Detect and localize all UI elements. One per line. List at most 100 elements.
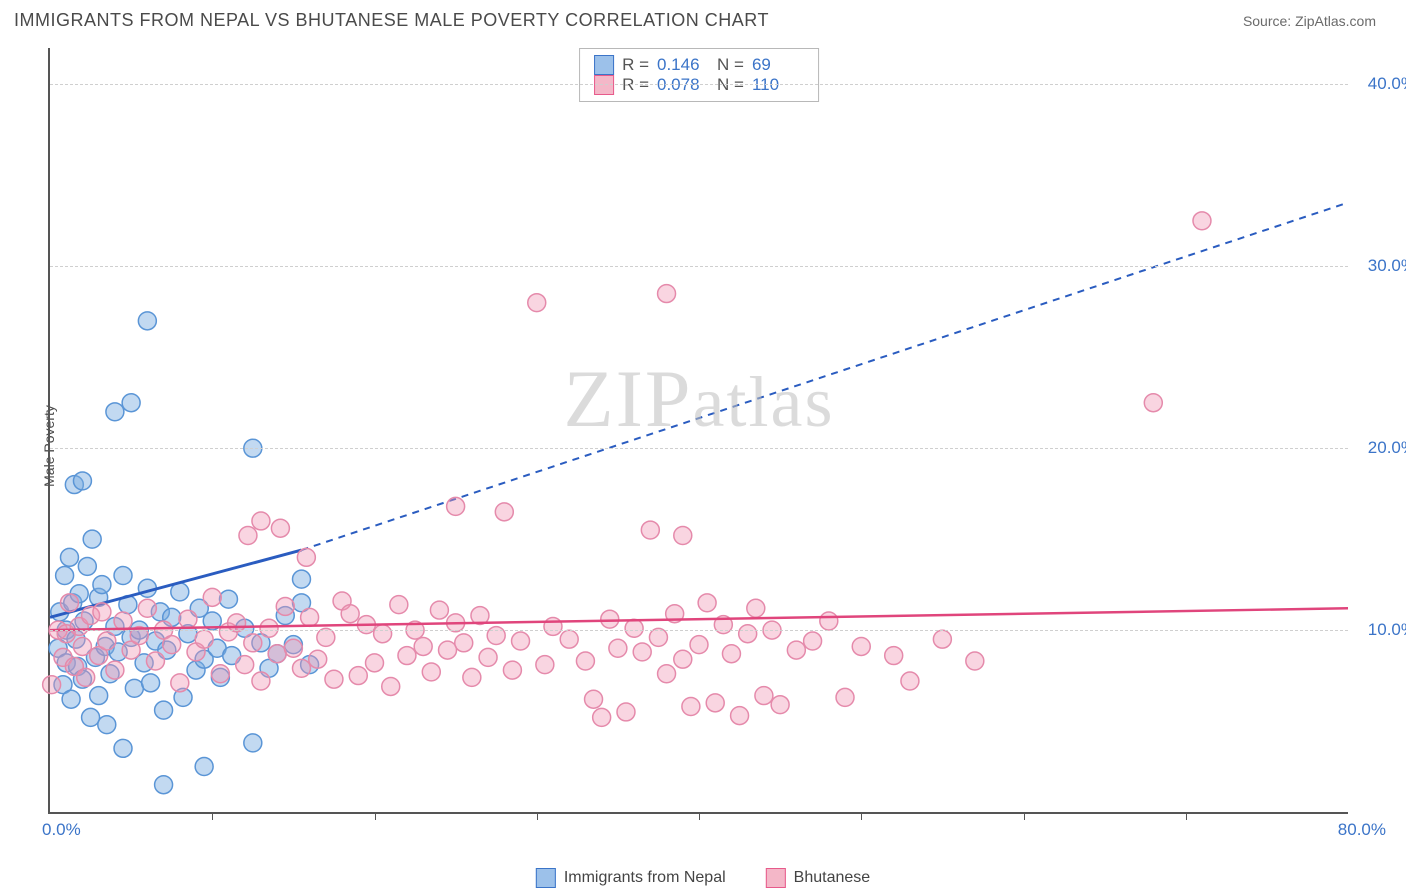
data-point	[966, 652, 984, 670]
legend-swatch	[766, 868, 786, 888]
x-tick-mark	[537, 812, 538, 820]
data-point	[390, 596, 408, 614]
data-point	[276, 597, 294, 615]
x-tick-mark	[1024, 812, 1025, 820]
n-label: N =	[717, 55, 744, 75]
chart-title: IMMIGRANTS FROM NEPAL VS BHUTANESE MALE …	[14, 10, 769, 31]
data-point	[528, 294, 546, 312]
x-tick-mark	[375, 812, 376, 820]
data-point	[698, 594, 716, 612]
data-point	[93, 603, 111, 621]
data-point	[439, 641, 457, 659]
data-point	[252, 512, 270, 530]
data-point	[211, 665, 229, 683]
legend-swatch	[536, 868, 556, 888]
scatter-svg	[50, 48, 1348, 812]
data-point	[309, 650, 327, 668]
data-point	[77, 668, 95, 686]
data-point	[73, 472, 91, 490]
data-point	[349, 667, 367, 685]
data-point	[171, 674, 189, 692]
data-point	[90, 687, 108, 705]
data-point	[495, 503, 513, 521]
data-point	[1144, 394, 1162, 412]
data-point	[601, 610, 619, 628]
y-tick-label: 40.0%	[1368, 74, 1406, 94]
data-point	[138, 312, 156, 330]
data-point	[804, 632, 822, 650]
grid-line	[50, 84, 1348, 85]
data-point	[297, 548, 315, 566]
data-point	[422, 663, 440, 681]
data-point	[933, 630, 951, 648]
data-point	[544, 617, 562, 635]
data-point	[268, 645, 286, 663]
data-point	[617, 703, 635, 721]
data-point	[771, 696, 789, 714]
data-point	[690, 636, 708, 654]
data-point	[236, 656, 254, 674]
data-point	[239, 527, 257, 545]
x-tick-mark	[699, 812, 700, 820]
y-tick-label: 10.0%	[1368, 620, 1406, 640]
data-point	[430, 601, 448, 619]
data-point	[83, 530, 101, 548]
data-point	[125, 679, 143, 697]
data-point	[155, 701, 173, 719]
data-point	[625, 619, 643, 637]
data-point	[163, 636, 181, 654]
data-point	[593, 708, 611, 726]
data-point	[463, 668, 481, 686]
data-point	[682, 698, 700, 716]
data-point	[114, 739, 132, 757]
data-point	[301, 608, 319, 626]
data-point	[293, 659, 311, 677]
data-point	[146, 652, 164, 670]
data-point	[585, 690, 603, 708]
data-point	[195, 758, 213, 776]
y-tick-label: 30.0%	[1368, 256, 1406, 276]
data-point	[455, 634, 473, 652]
data-point	[98, 716, 116, 734]
data-point	[62, 690, 80, 708]
data-point	[60, 548, 78, 566]
data-point	[447, 497, 465, 515]
data-point	[43, 676, 61, 694]
data-point	[138, 599, 156, 617]
data-point	[260, 619, 278, 637]
source-attribution: Source: ZipAtlas.com	[1243, 13, 1376, 29]
data-point	[658, 285, 676, 303]
data-point	[1193, 212, 1211, 230]
data-point	[755, 687, 773, 705]
data-point	[901, 672, 919, 690]
r-value: 0.146	[657, 55, 709, 75]
plot-container: Male Poverty ZIPatlas R =0.146N =69R =0.…	[48, 48, 1386, 844]
data-point	[78, 557, 96, 575]
grid-line	[50, 266, 1348, 267]
r-label: R =	[622, 55, 649, 75]
data-point	[747, 599, 765, 617]
data-point	[293, 570, 311, 588]
data-point	[82, 708, 100, 726]
data-point	[374, 625, 392, 643]
stats-legend-box: R =0.146N =69R =0.078N =110	[579, 48, 819, 102]
data-point	[560, 630, 578, 648]
y-tick-label: 20.0%	[1368, 438, 1406, 458]
data-point	[633, 643, 651, 661]
data-point	[114, 612, 132, 630]
data-point	[73, 637, 91, 655]
x-origin-label: 0.0%	[42, 820, 81, 840]
data-point	[284, 639, 302, 657]
data-point	[674, 650, 692, 668]
plot-area: ZIPatlas R =0.146N =69R =0.078N =110 10.…	[48, 48, 1348, 814]
data-point	[382, 678, 400, 696]
legend-label: Bhutanese	[794, 869, 871, 887]
data-point	[414, 637, 432, 655]
data-point	[731, 707, 749, 725]
data-point	[885, 647, 903, 665]
data-point	[512, 632, 530, 650]
data-point	[219, 590, 237, 608]
x-tick-mark	[212, 812, 213, 820]
data-point	[739, 625, 757, 643]
data-point	[98, 632, 116, 650]
